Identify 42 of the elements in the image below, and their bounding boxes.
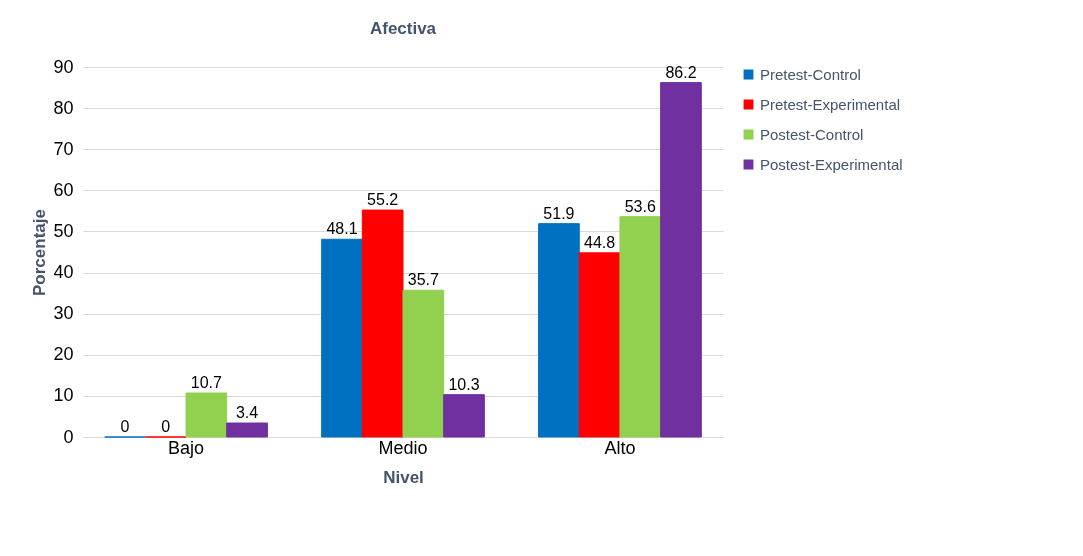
data-label: 0 xyxy=(161,418,171,435)
data-label: 3.4 xyxy=(235,404,259,422)
bar xyxy=(226,422,268,438)
bar xyxy=(619,216,662,438)
legend-label: Pretest-Experimental xyxy=(760,95,901,113)
bar xyxy=(443,394,485,438)
y-axis-title: Porcentaje xyxy=(30,209,50,296)
data-label: 0 xyxy=(120,418,130,435)
legend-label: Postest-Experimental xyxy=(760,155,903,173)
y-tick-label: 0 xyxy=(63,426,74,447)
y-tick-label: 10 xyxy=(53,385,74,406)
y-tick-label: 40 xyxy=(53,262,74,283)
x-tick-label: Bajo xyxy=(168,437,205,458)
data-label: 10.7 xyxy=(190,374,223,392)
data-label: 35.7 xyxy=(407,271,440,289)
data-label: 53.6 xyxy=(624,197,656,215)
bar xyxy=(578,252,621,438)
data-label: 48.1 xyxy=(326,220,358,238)
y-tick-label: 70 xyxy=(53,138,74,159)
x-tick-label: Alto xyxy=(604,437,636,458)
bar xyxy=(321,238,363,438)
data-label: 44.8 xyxy=(584,233,616,251)
data-label: 86.2 xyxy=(665,63,697,81)
bar xyxy=(660,82,702,438)
bar xyxy=(402,289,445,438)
data-label: 10.3 xyxy=(448,375,480,393)
legend-label: Postest-Control xyxy=(760,125,864,143)
x-axis-title: Nivel xyxy=(383,467,424,487)
data-label: 51.9 xyxy=(543,204,575,222)
data-label: 55.2 xyxy=(367,191,399,209)
chart-title: Afectiva xyxy=(369,19,437,38)
x-tick-label: Medio xyxy=(378,437,428,458)
y-tick-label: 30 xyxy=(53,303,74,324)
y-tick-label: 90 xyxy=(53,56,74,77)
y-tick-label: 50 xyxy=(53,220,74,241)
bar xyxy=(361,209,404,438)
y-tick-label: 80 xyxy=(53,97,74,118)
y-tick-label: 20 xyxy=(53,344,74,365)
y-tick-label: 60 xyxy=(53,179,74,200)
bar xyxy=(538,223,580,438)
legend-label: Pretest-Control xyxy=(760,65,861,83)
bar xyxy=(185,392,228,438)
